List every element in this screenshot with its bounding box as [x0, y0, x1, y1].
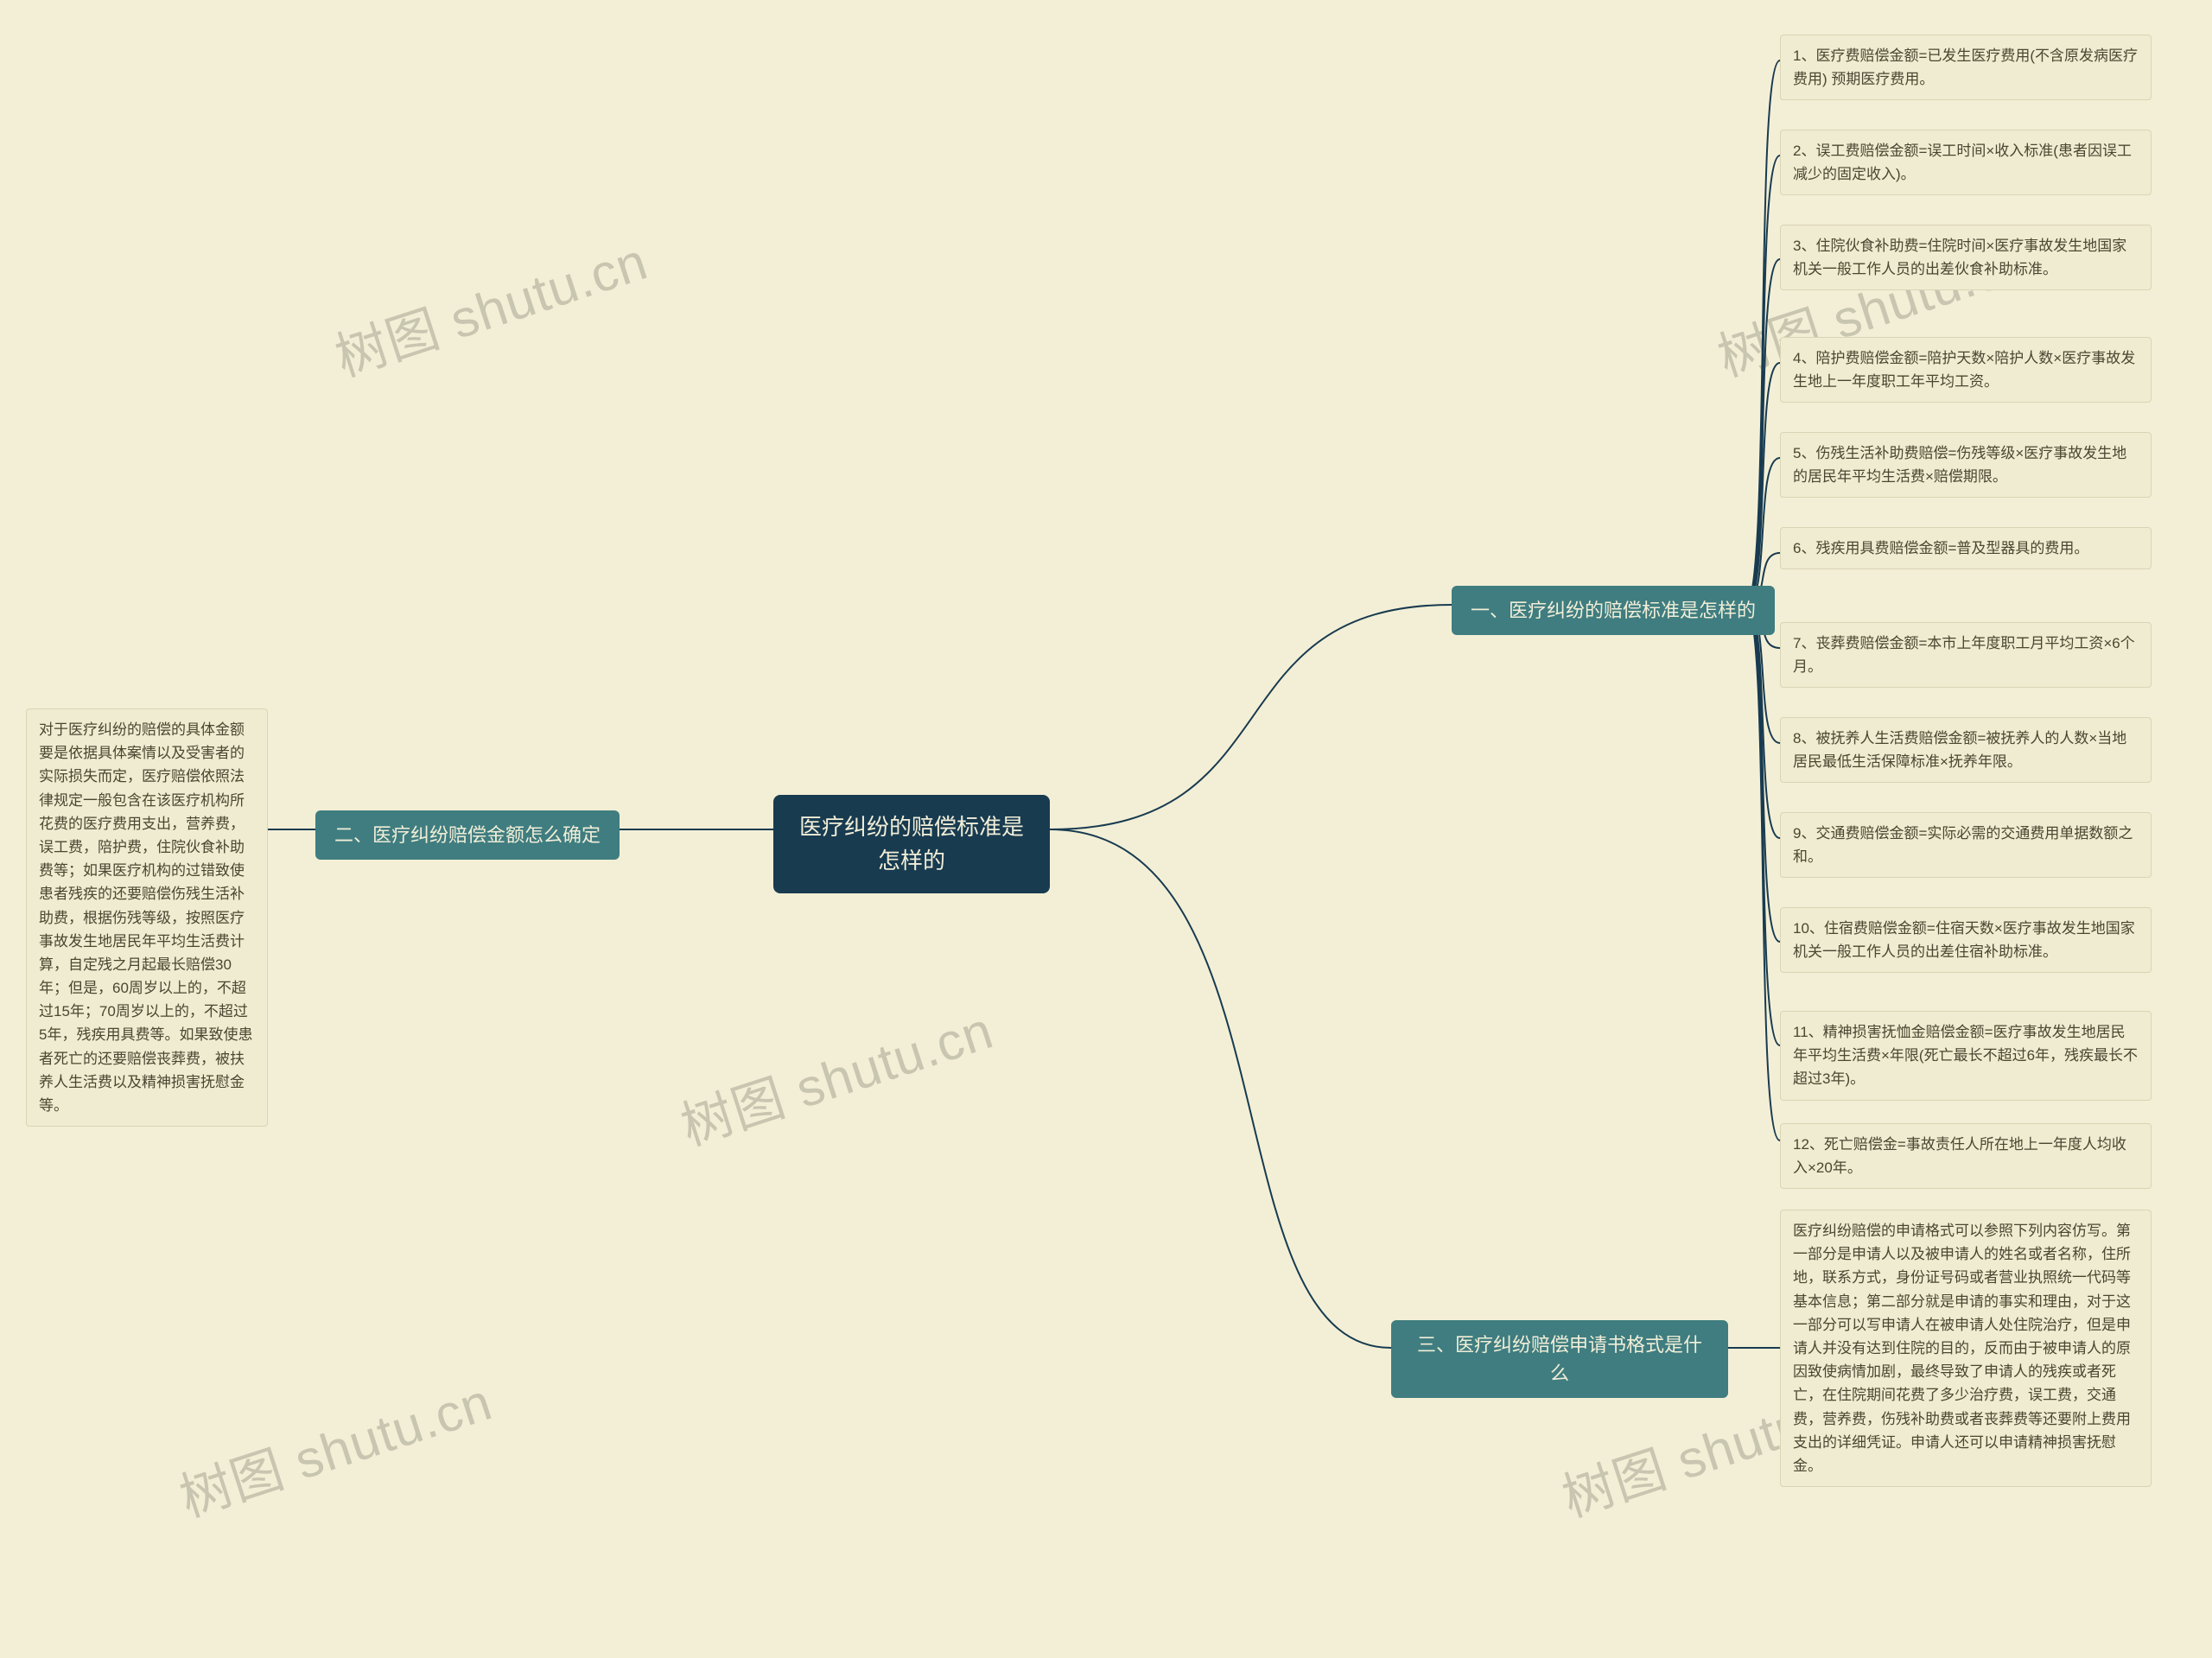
- leaf-node[interactable]: 3、住院伙食补助费=住院时间×医疗事故发生地国家机关一般工作人员的出差伙食补助标…: [1780, 225, 2152, 290]
- branch-label: 一、医疗纠纷的赔偿标准是怎样的: [1471, 596, 1756, 625]
- leaf-node[interactable]: 12、死亡赔偿金=事故责任人所在地上一年度人均收入×20年。: [1780, 1123, 2152, 1189]
- root-node[interactable]: 医疗纠纷的赔偿标准是怎样的: [773, 795, 1050, 893]
- leaf-node[interactable]: 4、陪护费赔偿金额=陪护天数×陪护人数×医疗事故发生地上一年度职工年平均工资。: [1780, 337, 2152, 403]
- leaf-node[interactable]: 医疗纠纷赔偿的申请格式可以参照下列内容仿写。第一部分是申请人以及被申请人的姓名或…: [1780, 1210, 2152, 1487]
- leaf-text: 7、丧葬费赔偿金额=本市上年度职工月平均工资×6个月。: [1793, 632, 2139, 678]
- leaf-node[interactable]: 1、医疗费赔偿金额=已发生医疗费用(不含原发病医疗费用) 预期医疗费用。: [1780, 35, 2152, 100]
- leaf-node[interactable]: 2、误工费赔偿金额=误工时间×收入标准(患者因误工减少的固定收入)。: [1780, 130, 2152, 195]
- leaf-text: 6、残疾用具费赔偿金额=普及型器具的费用。: [1793, 537, 2088, 560]
- leaf-node[interactable]: 9、交通费赔偿金额=实际必需的交通费用单据数额之和。: [1780, 812, 2152, 878]
- leaf-node[interactable]: 11、精神损害抚恤金赔偿金额=医疗事故发生地居民年平均生活费×年限(死亡最长不超…: [1780, 1011, 2152, 1101]
- watermark: 树图 shutu.cn: [325, 219, 656, 391]
- branch-node-compensation-standard[interactable]: 一、医疗纠纷的赔偿标准是怎样的: [1452, 586, 1775, 635]
- watermark: 树图 shutu.cn: [671, 988, 1001, 1159]
- branch-label: 三、医疗纠纷赔偿申请书格式是什么: [1410, 1331, 1709, 1388]
- branch-label: 二、医疗纠纷赔偿金额怎么确定: [334, 821, 601, 849]
- leaf-node[interactable]: 7、丧葬费赔偿金额=本市上年度职工月平均工资×6个月。: [1780, 622, 2152, 688]
- root-label: 医疗纠纷的赔偿标准是怎样的: [798, 810, 1026, 878]
- leaf-text: 9、交通费赔偿金额=实际必需的交通费用单据数额之和。: [1793, 822, 2139, 868]
- leaf-text: 5、伤残生活补助费赔偿=伤残等级×医疗事故发生地的居民年平均生活费×赔偿期限。: [1793, 441, 2139, 488]
- leaf-text: 12、死亡赔偿金=事故责任人所在地上一年度人均收入×20年。: [1793, 1133, 2139, 1179]
- branch-node-application-format[interactable]: 三、医疗纠纷赔偿申请书格式是什么: [1391, 1320, 1728, 1398]
- leaf-node[interactable]: 5、伤残生活补助费赔偿=伤残等级×医疗事故发生地的居民年平均生活费×赔偿期限。: [1780, 432, 2152, 498]
- leaf-text: 3、住院伙食补助费=住院时间×医疗事故发生地国家机关一般工作人员的出差伙食补助标…: [1793, 234, 2139, 281]
- leaf-node[interactable]: 10、住宿费赔偿金额=住宿天数×医疗事故发生地国家机关一般工作人员的出差住宿补助…: [1780, 907, 2152, 973]
- watermark: 树图 shutu.cn: [169, 1360, 500, 1531]
- leaf-text: 2、误工费赔偿金额=误工时间×收入标准(患者因误工减少的固定收入)。: [1793, 139, 2139, 186]
- leaf-text: 对于医疗纠纷的赔偿的具体金额要是依据具体案情以及受害者的实际损失而定，医疗赔偿依…: [39, 718, 255, 1117]
- leaf-text: 4、陪护费赔偿金额=陪护天数×陪护人数×医疗事故发生地上一年度职工年平均工资。: [1793, 346, 2139, 393]
- leaf-text: 11、精神损害抚恤金赔偿金额=医疗事故发生地居民年平均生活费×年限(死亡最长不超…: [1793, 1020, 2139, 1091]
- leaf-text: 医疗纠纷赔偿的申请格式可以参照下列内容仿写。第一部分是申请人以及被申请人的姓名或…: [1793, 1219, 2139, 1477]
- leaf-node[interactable]: 8、被抚养人生活费赔偿金额=被抚养人的人数×当地居民最低生活保障标准×抚养年限。: [1780, 717, 2152, 783]
- branch-node-amount-determine[interactable]: 二、医疗纠纷赔偿金额怎么确定: [315, 810, 620, 860]
- leaf-node[interactable]: 6、残疾用具费赔偿金额=普及型器具的费用。: [1780, 527, 2152, 569]
- leaf-text: 8、被抚养人生活费赔偿金额=被抚养人的人数×当地居民最低生活保障标准×抚养年限。: [1793, 727, 2139, 773]
- leaf-node[interactable]: 对于医疗纠纷的赔偿的具体金额要是依据具体案情以及受害者的实际损失而定，医疗赔偿依…: [26, 708, 268, 1127]
- leaf-text: 10、住宿费赔偿金额=住宿天数×医疗事故发生地国家机关一般工作人员的出差住宿补助…: [1793, 917, 2139, 963]
- leaf-text: 1、医疗费赔偿金额=已发生医疗费用(不含原发病医疗费用) 预期医疗费用。: [1793, 44, 2139, 91]
